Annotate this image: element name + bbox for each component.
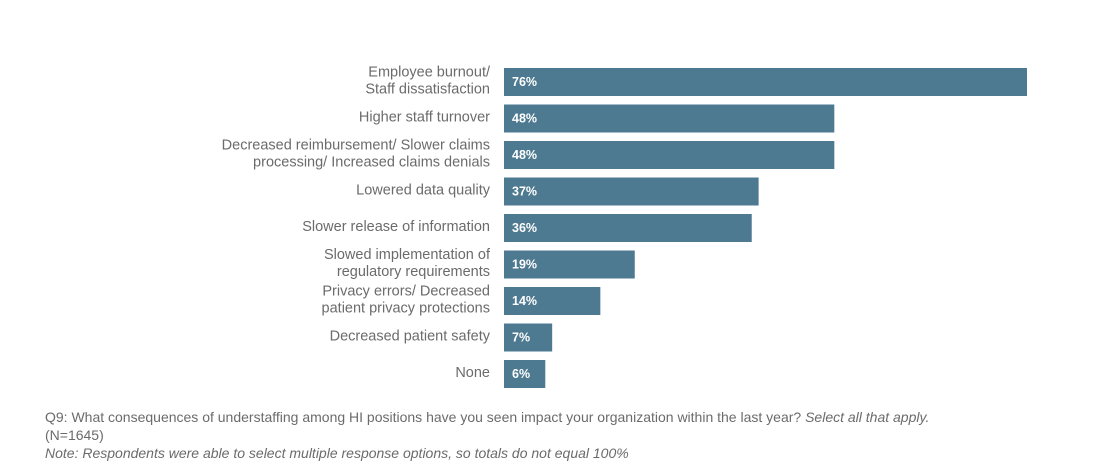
- bar-value-label: 48%: [512, 148, 537, 162]
- category-label: Lowered data quality: [356, 183, 491, 199]
- chart-notes: Q9: What consequences of understaffing a…: [45, 408, 1085, 462]
- bar-5: [504, 214, 752, 242]
- category-label: Employee burnout/: [368, 65, 491, 81]
- bar-chart: 76% Employee burnout/Staff dissatisfactio…: [222, 65, 1027, 388]
- bar-value-label: 6%: [512, 367, 530, 381]
- footnote-text: Note: Respondents were able to select mu…: [45, 445, 629, 461]
- bar-value-label: 36%: [512, 221, 537, 235]
- category-label: Decreased patient safety: [330, 329, 491, 345]
- footnote: Note: Respondents were able to select mu…: [45, 444, 1085, 462]
- bar-1: [504, 68, 1027, 96]
- question-text: Q9: What consequences of understaffing a…: [45, 409, 802, 425]
- bar-value-label: 76%: [512, 75, 537, 89]
- bar-9: [504, 360, 546, 388]
- category-label: processing/ Increased claims denials: [253, 155, 490, 171]
- bar-2: [504, 104, 835, 133]
- category-label: patient privacy protections: [322, 301, 490, 317]
- bar-value-label: 14%: [512, 294, 537, 308]
- bar-7: [504, 287, 601, 315]
- category-label: Decreased reimbursement/ Slower claims: [222, 138, 490, 154]
- category-label: None: [455, 365, 490, 381]
- bar-value-label: 48%: [512, 112, 537, 126]
- bar-value-label: 37%: [512, 185, 537, 199]
- sample-size: (N=1645): [45, 427, 104, 443]
- bar-3: [504, 141, 835, 169]
- category-label: Slower release of information: [302, 219, 490, 235]
- bar-value-label: 7%: [512, 331, 530, 345]
- bar-6: [504, 250, 635, 279]
- category-label: regulatory requirements: [337, 264, 490, 280]
- bar-4: [504, 177, 759, 206]
- question-instruction: Select all that apply.: [805, 409, 930, 425]
- category-label: Slowed implementation of: [324, 247, 491, 263]
- question-line: Q9: What consequences of understaffing a…: [45, 408, 1085, 426]
- bar-value-label: 19%: [512, 258, 537, 272]
- bar-8: [504, 323, 553, 352]
- category-label: Higher staff turnover: [359, 110, 490, 126]
- category-label: Staff dissatisfaction: [365, 82, 490, 98]
- category-label: Privacy errors/ Decreased: [322, 284, 490, 300]
